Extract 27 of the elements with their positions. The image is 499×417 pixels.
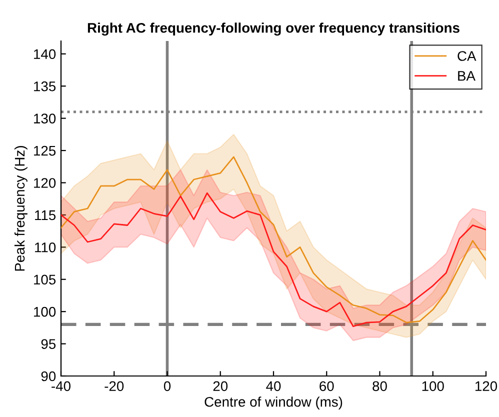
y-tick-label: 100 [34,306,56,317]
x-tick-label: 0 [164,381,171,392]
y-tick-label: 130 [34,114,56,124]
y-tick-label: 120 [34,178,56,188]
y-tick-label: 140 [34,49,56,60]
legend-label: CA [458,51,476,61]
y-tick-label: 110 [35,242,56,252]
x-tick-label: 40 [266,381,281,392]
x-tick-label: 80 [372,381,387,392]
y-tick-label: 115 [35,210,56,220]
line-series [61,192,486,328]
line-series [61,156,486,324]
y-axis-title: Peak frequency (Hz) [14,146,28,271]
y-tick-label: 135 [34,81,56,92]
x-axis-title: Centre of window (ms) [204,396,342,410]
x-tick-label: -40 [52,381,70,392]
y-tick-label: 90 [41,371,56,382]
x-tick-label: 100 [422,381,444,392]
x-tick-label: 60 [320,381,334,392]
x-tick-label: 120 [475,381,498,392]
x-tick-label: -20 [104,381,124,392]
y-tick-label: 95 [41,339,56,349]
legend-label: BA [458,71,476,81]
y-tick-label: 125 [34,146,56,156]
y-tick-label: 105 [34,274,56,285]
chart-title: Right AC frequency-following over frequency transitions [88,22,460,36]
x-tick-label: 20 [213,381,228,392]
